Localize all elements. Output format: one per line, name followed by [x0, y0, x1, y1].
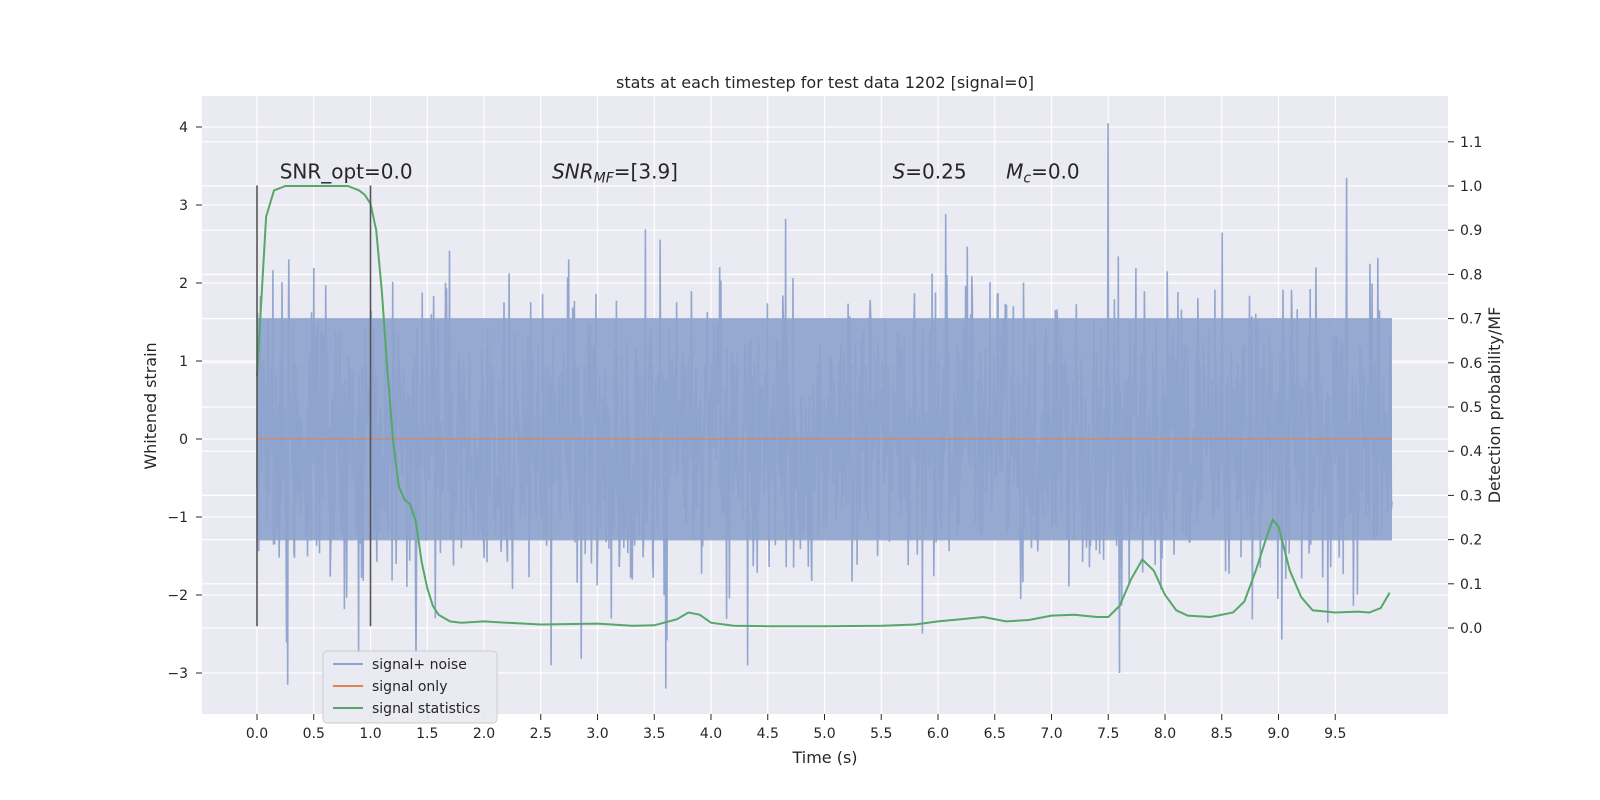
- y-tick-label: 3: [179, 198, 188, 214]
- series-signal-statistics: [256, 185, 1391, 628]
- annotation: S=0.25: [893, 160, 967, 184]
- y2-tick-label: 0.8: [1460, 267, 1482, 283]
- x-tick-label: 0.5: [303, 726, 325, 742]
- x-tick-label: 8.5: [1211, 726, 1233, 742]
- y2-tick-label: 0.4: [1460, 444, 1482, 460]
- y2-tick-label: 0.1: [1460, 577, 1482, 593]
- y2-tick-label: 0.2: [1460, 533, 1482, 549]
- annotation: SNR_opt=0.0: [280, 160, 413, 184]
- y-tick-label: 1: [179, 354, 188, 370]
- y2-tick-label: 0.0: [1460, 621, 1482, 637]
- line-series: [256, 185, 1392, 628]
- chart-title: stats at each timestep for test data 120…: [616, 73, 1034, 92]
- vertical-markers: [256, 185, 372, 627]
- y-tick-label: −2: [167, 588, 188, 604]
- y2-tick-label: 0.3: [1460, 488, 1482, 504]
- legend-entry: signal+ noise: [372, 657, 467, 673]
- y-tick-label: 0: [179, 432, 188, 448]
- legend-entry: signal only: [372, 679, 447, 695]
- y2-tick-label: 0.9: [1460, 223, 1482, 239]
- y-tick-label: 4: [179, 120, 188, 136]
- x-tick-label: 6.5: [984, 726, 1006, 742]
- x-tick-label: 7.5: [1097, 726, 1119, 742]
- ticks: 0.0 0.5 1.0 1.5 2.0 2.5 3.0 3.5 4.0 4.5 5.0 5.5 6.0 6…: [167, 120, 1482, 742]
- legend-entry: signal statistics: [372, 701, 480, 717]
- series-signal-noise: [256, 123, 1393, 689]
- y2-tick-label: 1.1: [1460, 135, 1482, 151]
- legend-box: [322, 650, 498, 724]
- annotations: SNR_opt=0.0 SNRMF=[3.9] S=0.25 Mc=0.0: [280, 160, 1080, 187]
- x-tick-label: 9.5: [1324, 726, 1346, 742]
- x-tick-label: 8.0: [1154, 726, 1176, 742]
- x-tick-label: 5.5: [870, 726, 892, 742]
- x-tick-label: 3.5: [643, 726, 665, 742]
- y2-tick-label: 1.0: [1460, 179, 1482, 195]
- y-tick-label: −1: [167, 510, 188, 526]
- x-tick-label: 5.0: [813, 726, 835, 742]
- y-tick-label: 2: [179, 276, 188, 292]
- x-tick-label: 4.5: [757, 726, 779, 742]
- annotation: SNRMF=[3.9]: [552, 160, 678, 187]
- x-tick-label: 0.0: [246, 726, 268, 742]
- x-tick-label: 2.0: [473, 726, 495, 742]
- y2-axis-label: Detection probability/MF: [1485, 307, 1504, 504]
- x-tick-label: 2.5: [530, 726, 552, 742]
- x-tick-label: 7.0: [1040, 726, 1062, 742]
- legend: signal+ noise signal only signal statistic…: [322, 650, 498, 724]
- y2-tick-label: 0.5: [1460, 400, 1482, 416]
- y-axis-label: Whitened strain: [141, 342, 160, 469]
- x-tick-label: 1.5: [416, 726, 438, 742]
- x-axis-label: Time (s): [791, 748, 857, 767]
- x-tick-label: 6.0: [927, 726, 949, 742]
- x-tick-label: 4.0: [700, 726, 722, 742]
- y-tick-label: −3: [167, 666, 188, 682]
- x-tick-label: 1.0: [359, 726, 381, 742]
- x-tick-label: 3.0: [586, 726, 608, 742]
- x-tick-label: 9.0: [1267, 726, 1289, 742]
- y2-tick-label: 0.6: [1460, 356, 1482, 372]
- noise-series: [256, 123, 1393, 689]
- y2-tick-label: 0.7: [1460, 312, 1482, 328]
- annotation: Mc=0.0: [1006, 160, 1080, 187]
